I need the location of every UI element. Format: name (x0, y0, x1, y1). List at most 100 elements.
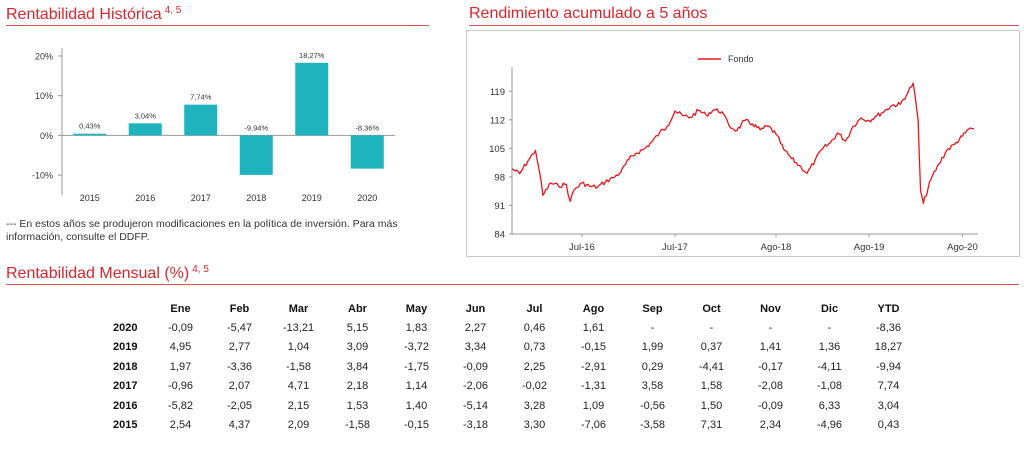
line-y-tick-label: 91 (494, 201, 505, 212)
row-year-label: 2016 (113, 399, 138, 412)
table-cell: 2,18 (346, 380, 369, 393)
table-cell: -8,36 (875, 321, 902, 334)
table-cell: 0,46 (523, 321, 546, 334)
table-cell: 4,37 (228, 419, 251, 432)
bar-x-tick-label: 2015 (80, 193, 100, 203)
column-header-jul: Jul (526, 303, 543, 315)
table-row: 2016 -5,82 -2,05 2,15 1,53 1,40 -5,14 3,28 1,09 -… (95, 396, 918, 416)
bar-x-tick-label: 2019 (302, 193, 322, 203)
bar-y-tick-label: -10% (32, 171, 53, 181)
table-cell: 1,50 (700, 399, 723, 412)
legend-label: Fondo (728, 54, 754, 64)
table-cell: -1,75 (403, 360, 430, 373)
table-cell: 2,25 (523, 360, 546, 373)
table-cell: -0,09 (757, 399, 784, 412)
historical-returns-rule (6, 25, 429, 26)
line-chart-legend: Fondo (698, 54, 754, 64)
table-cell: 1,36 (818, 341, 841, 354)
bar-y-tick-label: 0% (40, 131, 53, 141)
table-cell: 1,61 (582, 321, 605, 334)
bar-x-tick-label: 2017 (191, 193, 211, 203)
table-cell: 2,54 (169, 419, 192, 432)
year-column-header (95, 300, 151, 318)
column-header-oct: Oct (702, 303, 721, 315)
table-row: 2020 -0,09 -5,47 -13,21 5,15 1,83 2,27 0,46 1,61… (95, 318, 918, 338)
table-cell: -0,15 (403, 419, 430, 432)
bar-x-tick-label: 2020 (357, 193, 377, 203)
table-cell: 2,77 (228, 341, 251, 354)
bar-x-tick-label: 2016 (135, 193, 155, 203)
monthly-returns-title: Rentabilidad Mensual (%) 4, 5 (6, 264, 209, 283)
column-header-ago: Ago (582, 303, 605, 315)
bar-value-label: 7,74% (190, 93, 212, 102)
column-header-may: May (405, 303, 428, 315)
table-row: 2017 -0,96 2,07 4,71 2,18 1,14 -2,06 -0,02 -1,31… (95, 377, 918, 397)
table-cell: - (768, 321, 773, 334)
monthly-returns-rule (6, 284, 1019, 285)
row-year-label: 2018 (113, 360, 138, 373)
table-cell: -1,58 (344, 419, 371, 432)
table-cell: 1,41 (759, 341, 782, 354)
historical-returns-title: Rentabilidad Histórica 4, 5 (6, 5, 181, 24)
line-y-tick-label: 84 (494, 230, 505, 241)
fondo-series-line (511, 82, 975, 205)
bar-value-label: -9,94% (244, 123, 268, 132)
column-header-mar: Mar (288, 303, 309, 315)
table-cell: -13,21 (282, 321, 315, 334)
monthly-returns-table: Ene Feb Mar Abr May Jun Jul Ago Sep Oct Nov Dic YTD … (95, 300, 918, 435)
column-header-feb: Feb (229, 303, 250, 315)
table-cell: -0,09 (462, 360, 489, 373)
bar-x-tick-label: 2018 (246, 193, 266, 203)
table-cell: -0,02 (521, 380, 548, 393)
column-header-abr: Abr (348, 303, 367, 315)
table-cell: -0,96 (167, 380, 194, 393)
monthly-returns-footnote-ref: 4, 5 (192, 264, 209, 275)
table-cell: 1,04 (287, 341, 310, 354)
bar-value-label: 0,43% (79, 122, 101, 131)
line-x-tick-label: Ago-18 (761, 242, 792, 253)
bar-value-label: -8,36% (355, 123, 379, 132)
table-cell: 3,04 (877, 399, 900, 412)
bar-2019 (295, 62, 329, 136)
table-cell: -4,11 (817, 360, 842, 373)
table-cell: -2,06 (462, 380, 489, 393)
line-chart-border (466, 30, 1020, 257)
table-cell: 3,09 (346, 341, 369, 354)
table-row: 2019 4,95 2,77 1,04 3,09 -3,72 3,34 0,73 -0,15 1,… (95, 338, 918, 358)
table-cell: 4,95 (169, 341, 192, 354)
table-cell: 0,73 (523, 341, 546, 354)
table-cell: -5,47 (226, 321, 253, 334)
table-cell: -1,58 (285, 360, 312, 373)
table-cell: -2,05 (226, 399, 253, 412)
line-chart-axes: 84 91 98 105 112 119 Jul-16 Jul-17 Ago-18 Ago-19 A… (489, 67, 978, 253)
table-cell: 1,53 (346, 399, 369, 412)
table-cell: 3,84 (346, 360, 369, 373)
bar-2017 (184, 104, 218, 136)
table-cell: 7,31 (700, 419, 723, 432)
line-y-tick-label: 119 (490, 87, 505, 98)
bar-2018 (239, 135, 273, 175)
line-y-tick-label: 98 (494, 172, 505, 183)
table-cell: -5,14 (462, 399, 489, 412)
bar-y-tick-label: 20% (35, 51, 53, 61)
row-year-label: 2019 (113, 341, 138, 354)
table-cell: 3,34 (464, 341, 487, 354)
table-cell: 1,97 (169, 360, 192, 373)
table-cell: -2,08 (757, 380, 784, 393)
table-cell: -9,94 (875, 360, 902, 373)
table-cell: 4,71 (287, 380, 310, 393)
table-cell: 1,14 (405, 380, 428, 393)
historical-returns-title-text: Rentabilidad Histórica (6, 6, 162, 23)
line-x-tick-label: Jul-16 (569, 242, 595, 253)
table-cell: -5,82 (167, 399, 194, 412)
row-year-label: 2020 (113, 321, 138, 334)
column-header-sep: Sep (642, 303, 663, 315)
table-cell: - (709, 321, 714, 334)
table-cell: 18,27 (874, 341, 903, 354)
line-y-tick-label: 112 (490, 115, 505, 126)
table-cell: 1,83 (405, 321, 428, 334)
table-cell: -0,15 (580, 341, 607, 354)
line-chart-frame (466, 30, 1020, 257)
table-cell: -1,08 (816, 380, 843, 393)
table-cell: 2,07 (228, 380, 251, 393)
